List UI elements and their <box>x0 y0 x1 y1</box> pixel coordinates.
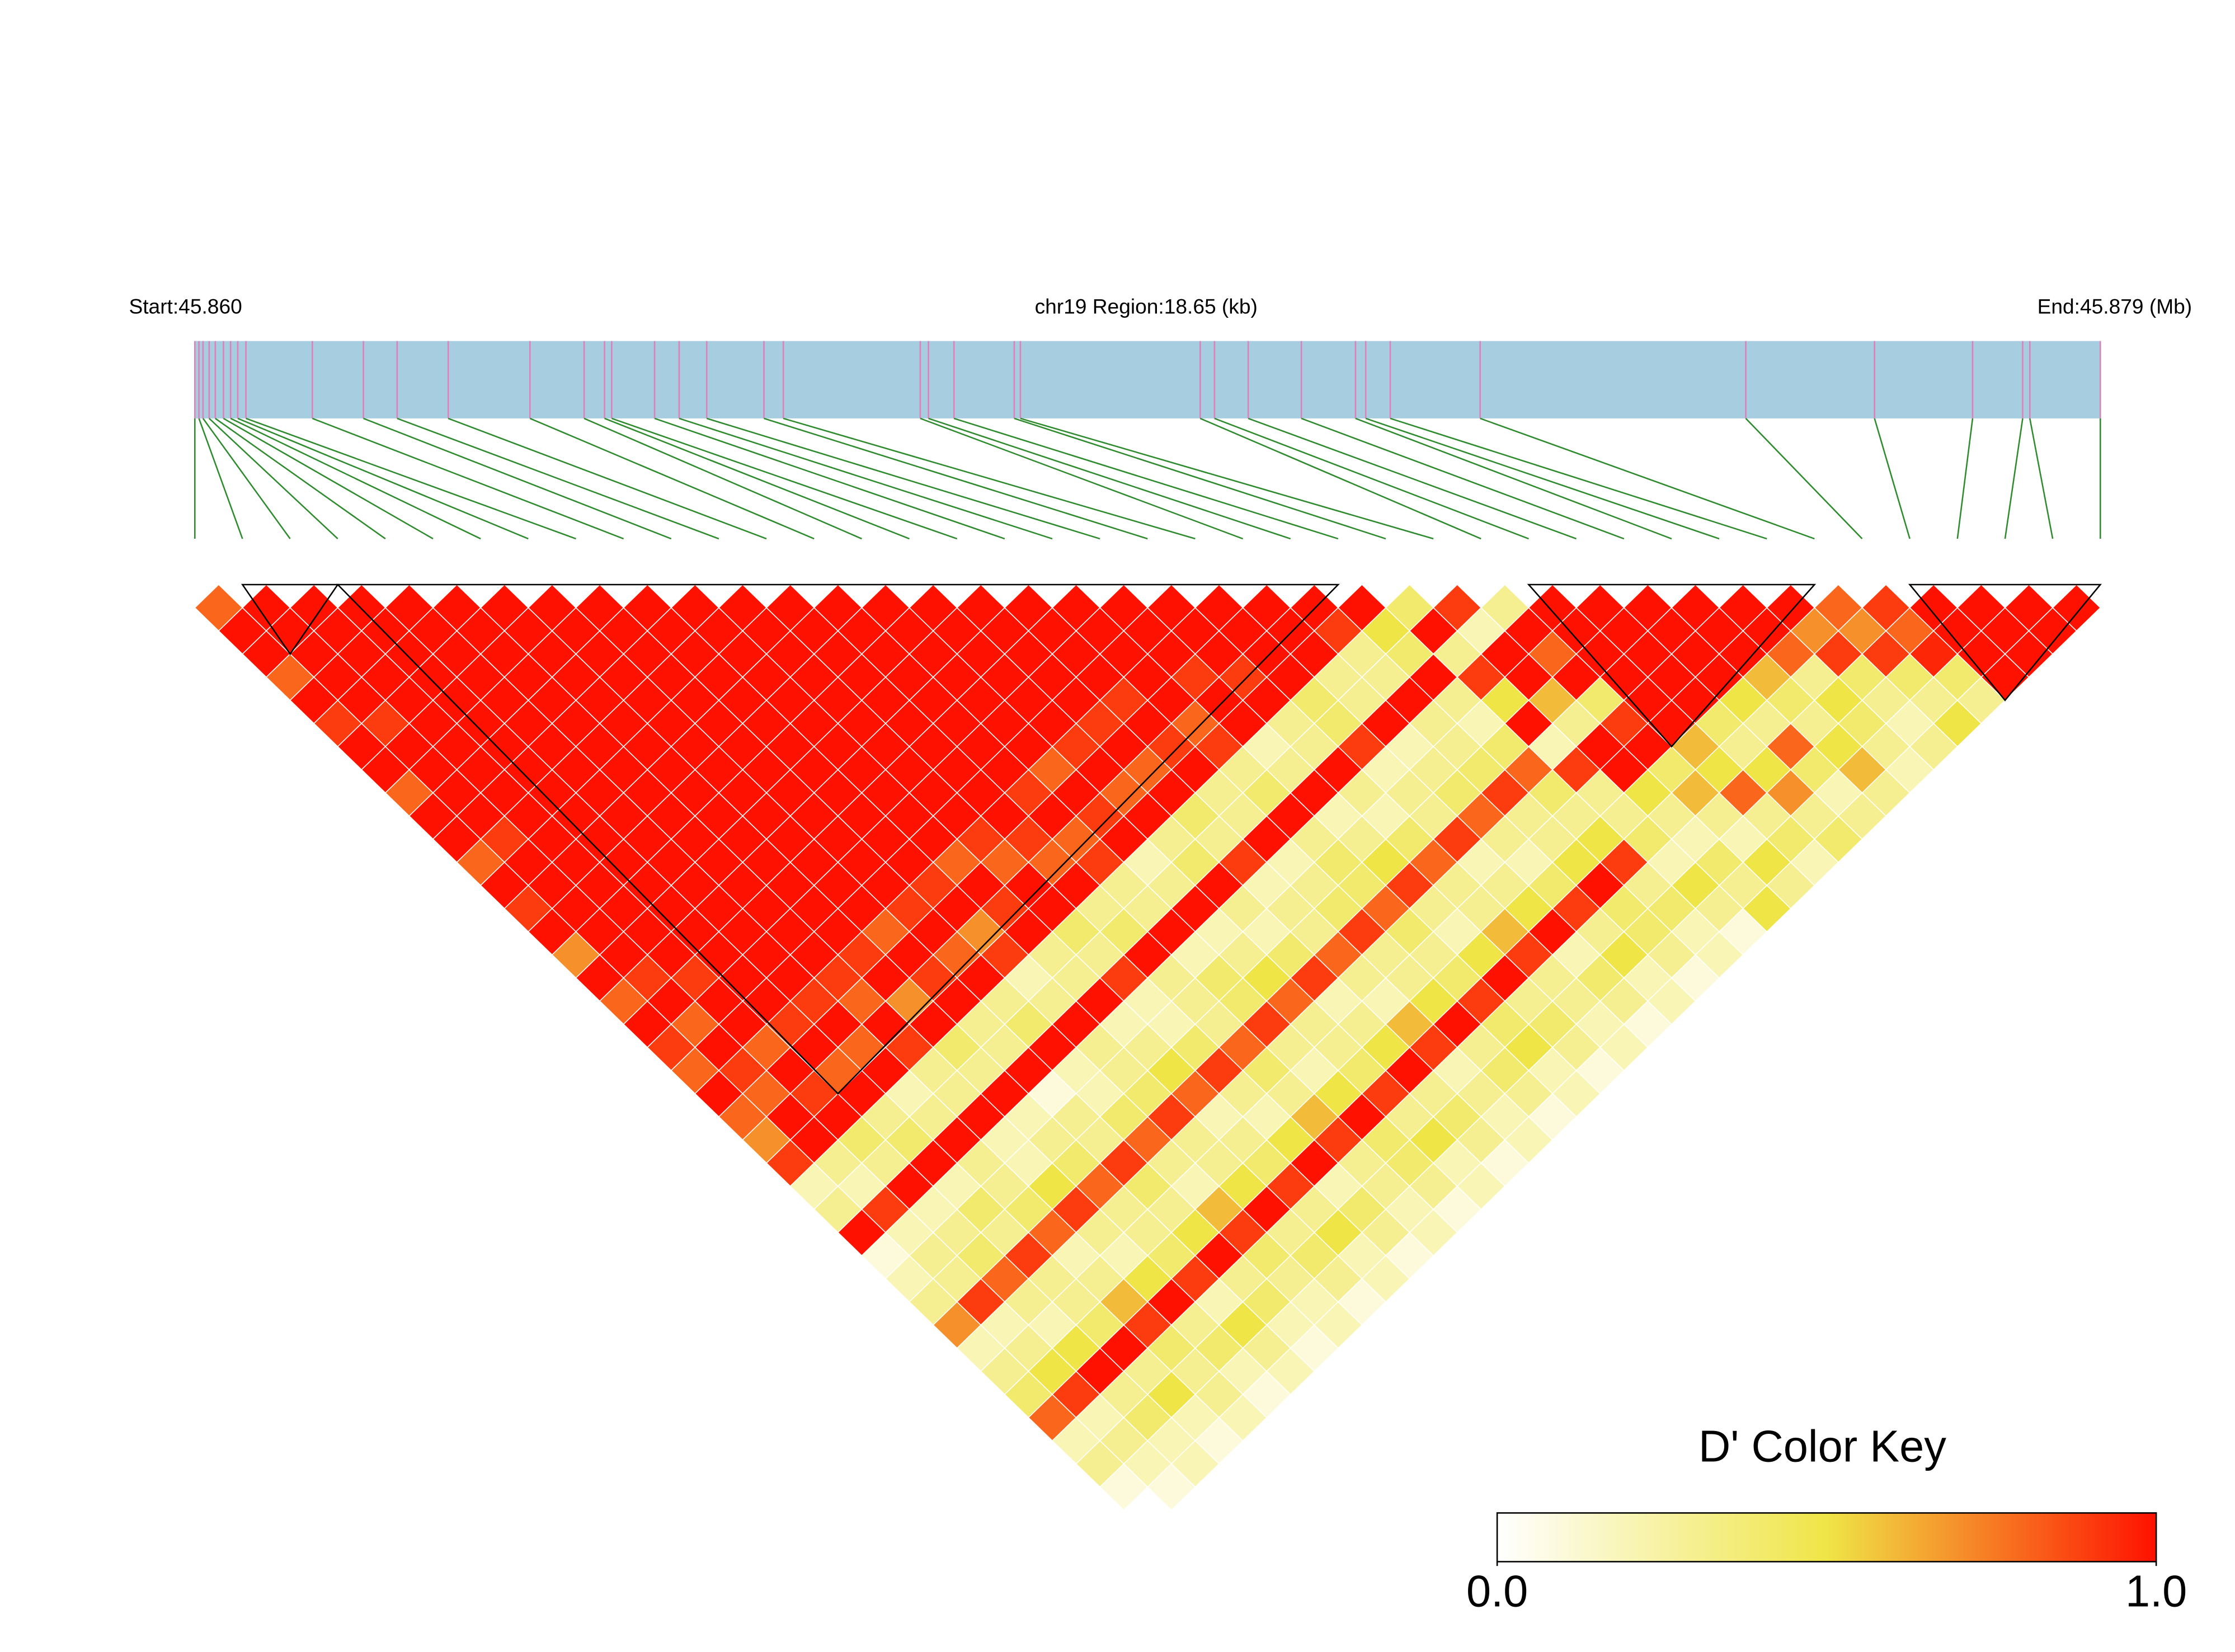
snp-connector <box>312 417 624 540</box>
ld-block <box>1908 583 2102 702</box>
snp-connector <box>1480 417 1815 540</box>
snp-connector <box>1020 417 1434 540</box>
snp-connector <box>198 418 243 539</box>
key-tick-label: 1.0 <box>2125 1566 2187 1616</box>
end-label: End:45.879 (Mb) <box>2038 295 2192 318</box>
snp-connector <box>1199 417 1481 540</box>
snp-connector <box>611 417 958 540</box>
snp-connector <box>706 417 1100 540</box>
snp-connector <box>202 418 291 539</box>
ld-cell <box>2052 583 2101 632</box>
key-tick-label: 0.0 <box>1466 1566 1528 1616</box>
snp-connector <box>448 417 767 540</box>
snp-connector <box>1248 417 1577 540</box>
snp-connector <box>230 417 481 540</box>
legend-title: D' Color Key <box>1698 1422 1946 1471</box>
ld-block <box>336 583 1340 1095</box>
snp-connector <box>584 417 862 540</box>
snp-connector <box>679 417 1053 540</box>
region-bar <box>195 341 2101 418</box>
snp-connector <box>2004 418 2024 539</box>
ld-block <box>241 583 340 656</box>
snp-connector <box>529 417 815 540</box>
snp-connector <box>1874 418 1911 539</box>
snp-connector <box>1745 418 1863 539</box>
start-label: Start:45.860 <box>129 295 242 318</box>
snp-connector <box>1355 417 1672 540</box>
snp-connector <box>1390 417 1767 540</box>
snp-connector <box>953 417 1339 540</box>
snp-connector <box>397 417 719 540</box>
snp-connector <box>1956 418 1974 539</box>
region-label: chr19 Region:18.65 (kb) <box>1035 295 1258 318</box>
ld-cells <box>194 583 2101 1534</box>
snp-connector <box>223 417 434 540</box>
snp-connector <box>654 417 1005 540</box>
snp-connector <box>215 417 386 540</box>
snp-connector <box>604 417 910 540</box>
snp-connector <box>1365 417 1720 540</box>
snp-connector <box>783 417 1196 540</box>
snp-connector <box>363 417 672 540</box>
color-key <box>1496 1512 2157 1562</box>
snp-connector <box>2029 418 2054 539</box>
snp-connector <box>1014 417 1386 540</box>
snp-connector <box>764 417 1148 540</box>
ld-block <box>1527 583 1817 748</box>
snp-connector <box>237 417 529 540</box>
snp-connector <box>1214 417 1529 540</box>
snp-connector <box>928 417 1291 540</box>
snp-connector <box>1301 417 1625 540</box>
snp-connector <box>920 417 1244 540</box>
snp-connector <box>208 417 338 539</box>
snp-connector <box>246 417 576 540</box>
